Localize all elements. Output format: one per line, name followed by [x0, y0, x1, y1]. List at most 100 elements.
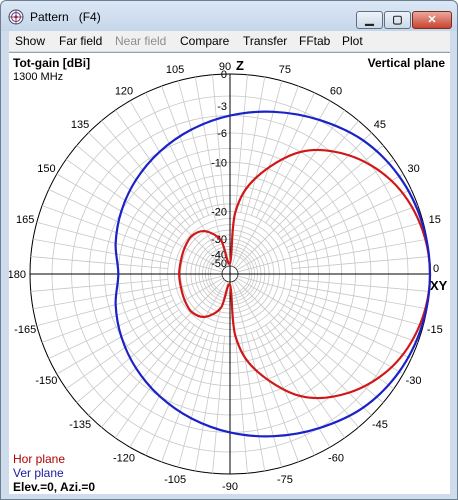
- grid-spoke: [129, 280, 227, 448]
- window-title: Pattern (F4): [30, 10, 101, 24]
- grid-spoke: [65, 158, 180, 239]
- grid-spoke: [292, 279, 430, 292]
- angle-tick-label: 45: [374, 119, 386, 131]
- grid-spoke: [56, 173, 224, 271]
- angle-tick-label: -60: [328, 453, 344, 465]
- radial-tick-label: -20: [211, 207, 227, 219]
- grid-spoke: [292, 256, 430, 269]
- grid-spoke: [101, 321, 191, 428]
- grid-spoke: [36, 275, 223, 327]
- angle-tick-label: 165: [16, 214, 34, 226]
- grid-spoke: [65, 309, 180, 390]
- title-bar[interactable]: Pattern (F4) ▁ ▢ ✕: [1, 1, 457, 31]
- grid-spoke: [177, 281, 229, 468]
- grid-spoke: [250, 85, 299, 216]
- grid-spoke: [235, 132, 372, 269]
- grid-spoke: [41, 294, 172, 343]
- grid-spoke: [48, 299, 174, 359]
- grid-spoke: [235, 279, 372, 416]
- angle-tick-label: 75: [279, 64, 291, 76]
- plane-label: Vertical plane: [367, 56, 445, 70]
- menu-near-field[interactable]: Near field: [115, 34, 167, 48]
- grid-spoke: [145, 92, 205, 218]
- angle-tick-label: 30: [407, 163, 419, 175]
- grid-spoke: [48, 189, 174, 249]
- radial-tick-label: -30: [211, 234, 227, 246]
- grid-spoke: [36, 221, 223, 273]
- grid-spoke: [286, 299, 412, 359]
- grid-spoke: [265, 324, 346, 439]
- grid-spoke: [114, 324, 195, 439]
- grid-spoke: [88, 279, 225, 416]
- angle-tick-label: 120: [115, 85, 133, 97]
- radial-tick-label: -50: [211, 258, 227, 270]
- close-button[interactable]: ✕: [412, 11, 452, 29]
- menu-show[interactable]: Show: [15, 34, 46, 48]
- grid-spoke: [41, 205, 172, 254]
- plot-area[interactable]: 0 -3 -6 -10 -20 -30 -40 -50 90 75 60 45 30 15 0 -15 -30-…: [9, 52, 450, 494]
- grid-spoke: [236, 277, 404, 375]
- grid-spoke: [265, 109, 346, 224]
- menu-transfer[interactable]: Transfer: [243, 34, 288, 48]
- angle-tick-label: 60: [330, 85, 342, 97]
- angle-tick-label: -135: [69, 419, 91, 431]
- grid-spoke: [280, 158, 395, 239]
- grid-spoke: [194, 335, 220, 472]
- grid-spoke: [277, 313, 384, 403]
- series-curves: [114, 110, 432, 438]
- grid-spoke: [114, 109, 195, 224]
- angle-tick-label: 15: [429, 214, 441, 226]
- polar-axes: [30, 74, 430, 474]
- menu-fftab[interactable]: FFtab: [299, 34, 331, 48]
- hor-plane-curve: [178, 148, 432, 400]
- grid-spoke: [56, 277, 224, 375]
- radial-tick-label: -3: [217, 101, 227, 113]
- grid-spoke: [291, 284, 428, 310]
- grid-spoke: [250, 332, 299, 463]
- radial-tick-label: 0: [221, 69, 227, 81]
- grid-spoke: [30, 279, 168, 292]
- grid-spoke: [235, 336, 248, 474]
- close-icon: ✕: [427, 14, 437, 26]
- angle-tick-label: -45: [372, 419, 388, 431]
- angle-tick-label: -150: [35, 375, 57, 387]
- menu-plot[interactable]: Plot: [342, 34, 363, 48]
- grid-spoke: [231, 80, 283, 267]
- grid-spoke: [32, 238, 169, 264]
- angle-tick-label: -90: [222, 481, 238, 493]
- angle-tick-label: 90: [219, 61, 231, 73]
- radial-tick-label: -10: [211, 157, 227, 169]
- grid-spoke: [236, 173, 404, 271]
- grid-spoke: [237, 221, 424, 273]
- menu-far-field[interactable]: Far field: [59, 34, 103, 48]
- grid-spoke: [269, 321, 359, 428]
- grid-spoke: [129, 100, 227, 268]
- quantity-label: Tot-gain [dBi]: [13, 56, 91, 70]
- xy-axis-label: XY: [430, 278, 448, 293]
- angle-tick-label: -30: [406, 375, 422, 387]
- grid-spoke: [32, 284, 169, 310]
- grid-spoke: [288, 294, 419, 343]
- grid-spoke: [101, 120, 191, 227]
- grid-spoke: [161, 85, 210, 216]
- frequency-label: 1300 MHz: [13, 71, 64, 83]
- status-elev-azi: Elev.=0, Azi.=0: [13, 480, 96, 494]
- radial-tick-label: -40: [211, 250, 227, 262]
- grid-spoke: [212, 336, 225, 474]
- ver-plane-curve: [114, 110, 432, 438]
- maximize-button[interactable]: ▢: [384, 11, 411, 29]
- grid-spoke: [237, 275, 424, 327]
- minimize-button[interactable]: ▁: [356, 11, 383, 29]
- grid-spoke: [235, 74, 248, 212]
- angle-tick-label: 0: [433, 263, 439, 275]
- maximize-icon: ▢: [392, 14, 403, 26]
- angle-tick-label: -15: [427, 324, 443, 336]
- grid-spoke: [161, 332, 210, 463]
- menu-compare[interactable]: Compare: [180, 34, 230, 48]
- pattern-app-icon: [8, 9, 24, 25]
- angle-tick-label: 150: [37, 163, 55, 175]
- legend-ver-plane: Ver plane: [13, 466, 64, 480]
- grid-spoke: [231, 281, 283, 468]
